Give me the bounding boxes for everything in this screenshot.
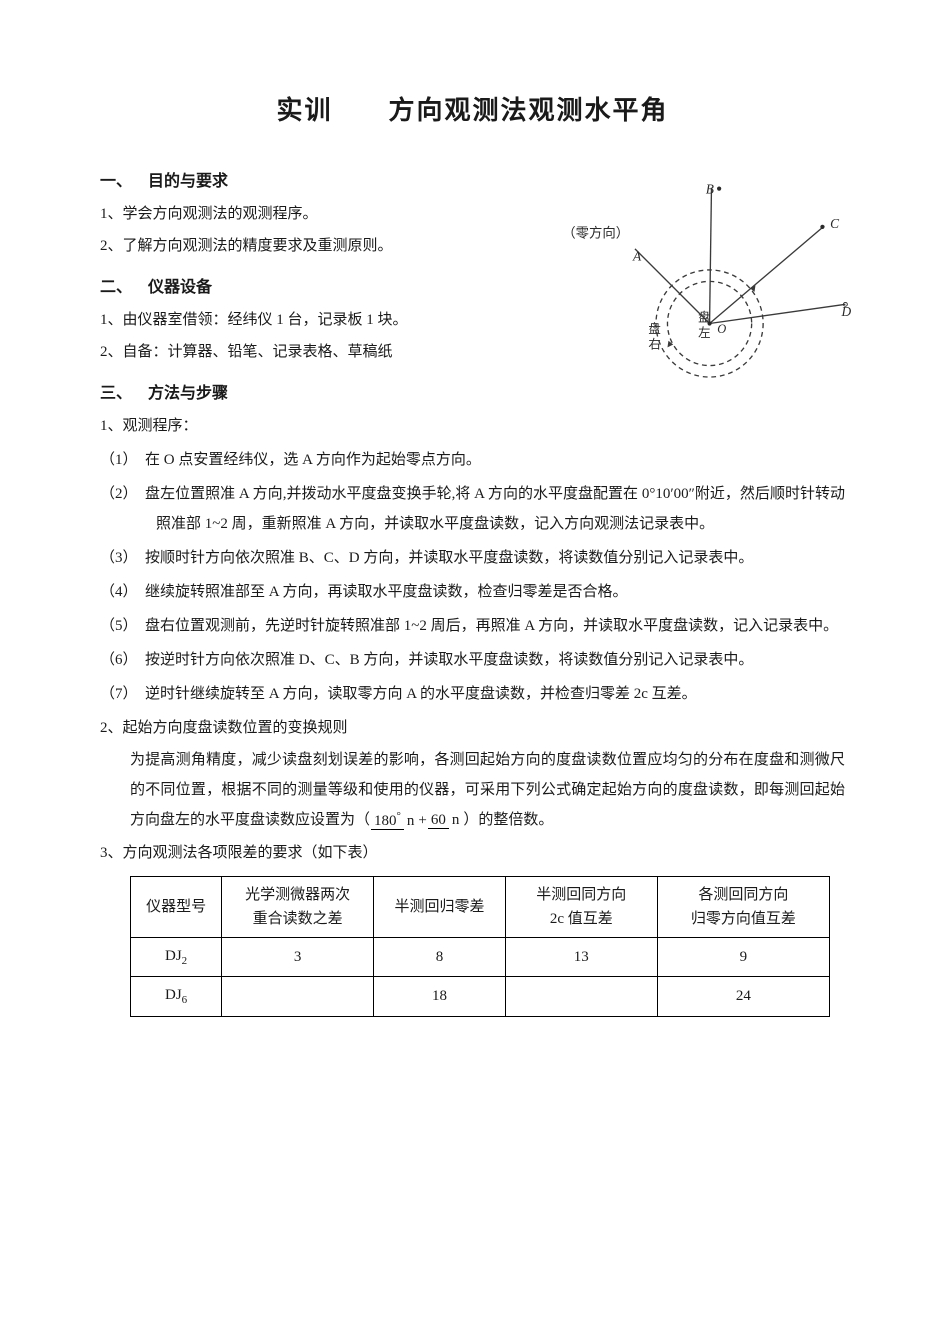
cell-r1c1: DJ2 — [131, 937, 222, 977]
table-header-row: 仪器型号 光学测微器两次重合读数之差 半测回归零差 半测回同方向2c 值互差 各… — [131, 876, 830, 937]
cell-r1c5: 9 — [657, 937, 829, 977]
label-zero: （零方向） — [562, 225, 629, 240]
frac1-num: 180 — [374, 813, 397, 829]
label-B: B — [706, 181, 714, 196]
point-C — [820, 225, 824, 229]
frac-plus: + — [418, 813, 426, 829]
th-2: 光学测微器两次重合读数之差 — [222, 876, 374, 937]
s3-lead: 1、观测程序： — [100, 411, 845, 441]
step-3: （3） 按顺时针方向依次照准 B、C、D 方向，并读取水平度盘读数，将读数值分别… — [100, 543, 845, 573]
fraction-1: 180°n — [371, 811, 417, 830]
point-B — [717, 187, 721, 191]
th-5: 各测回同方向归零方向值互差 — [657, 876, 829, 937]
label-C: C — [830, 216, 840, 231]
section-1-label: 目的与要求 — [148, 173, 228, 190]
cell-r2c4 — [505, 977, 657, 1017]
section-2-num: 二、 — [100, 273, 148, 297]
label-A: A — [632, 248, 642, 263]
th-1: 仪器型号 — [131, 876, 222, 937]
section-3-label: 方法与步骤 — [148, 385, 228, 402]
cell-r1c3: 8 — [374, 937, 506, 977]
section-1-num: 一、 — [100, 167, 148, 191]
step-5: （5） 盘右位置观测前，先逆时针旋转照准部 1~2 周后，再照准 A 方向，并读… — [100, 611, 845, 641]
step-6: （6） 按逆时针方向依次照准 D、C、B 方向，并读取水平度盘读数，将读数值分别… — [100, 645, 845, 675]
ray-C — [710, 226, 825, 324]
ray-B — [710, 188, 712, 324]
section-2-label: 仪器设备 — [148, 279, 212, 296]
cell-r2c5: 24 — [657, 977, 829, 1017]
step-4: （4） 继续旋转照准部至 A 方向，再读取水平度盘读数，检查归零差是否合格。 — [100, 577, 845, 607]
fraction-2: 60n — [428, 813, 463, 829]
cell-r2c1: DJ6 — [131, 977, 222, 1017]
rule-post: ）的整倍数。 — [463, 812, 553, 828]
label-pan-mid2: 左 — [698, 325, 710, 340]
table-lead: 3、方向观测法各项限差的要求（如下表） — [100, 838, 845, 868]
step-2: （2） 盘左位置照准 A 方向,并拨动水平度盘变换手轮,将 A 方向的水平度盘配… — [100, 479, 845, 539]
cell-r2c2 — [222, 977, 374, 1017]
rule-lead: 2、起始方向度盘读数位置的变换规则 — [100, 713, 845, 743]
label-pan-left2: 右 — [648, 336, 660, 351]
direction-diagram: （零方向） A B C D 盘 右 盘 左 O — [545, 180, 855, 400]
frac2-den: n — [449, 812, 463, 828]
table-row: DJ2 3 8 13 9 — [131, 937, 830, 977]
page-title: 实训 方向观测法观测水平角 — [100, 90, 845, 127]
label-O: O — [717, 322, 726, 336]
step-7: （7） 逆时针继续旋转至 A 方向，读取零方向 A 的水平度盘读数，并检查归零差… — [100, 679, 845, 709]
limits-table: 仪器型号 光学测微器两次重合读数之差 半测回归零差 半测回同方向2c 值互差 各… — [130, 876, 830, 1017]
center-dot — [707, 321, 711, 325]
table-row: DJ6 18 24 — [131, 977, 830, 1017]
cell-r1c2: 3 — [222, 937, 374, 977]
th-3: 半测回归零差 — [374, 876, 506, 937]
section-3-num: 三、 — [100, 379, 148, 403]
ray-D — [710, 304, 846, 323]
rule-paragraph: 为提高测角精度，减少读盘刻划误差的影响，各测回起始方向的度盘读数位置应均匀的分布… — [100, 745, 845, 836]
cell-r2c3: 18 — [374, 977, 506, 1017]
frac1-den: n — [404, 813, 418, 829]
step-1: （1） 在 O 点安置经纬仪，选 A 方向作为起始零点方向。 — [100, 445, 845, 475]
cell-r1c4: 13 — [505, 937, 657, 977]
degree-symbol: ° — [397, 810, 401, 822]
frac2-num: 60 — [428, 812, 449, 829]
label-pan-left: 盘 — [648, 321, 660, 336]
th-4: 半测回同方向2c 值互差 — [505, 876, 657, 937]
